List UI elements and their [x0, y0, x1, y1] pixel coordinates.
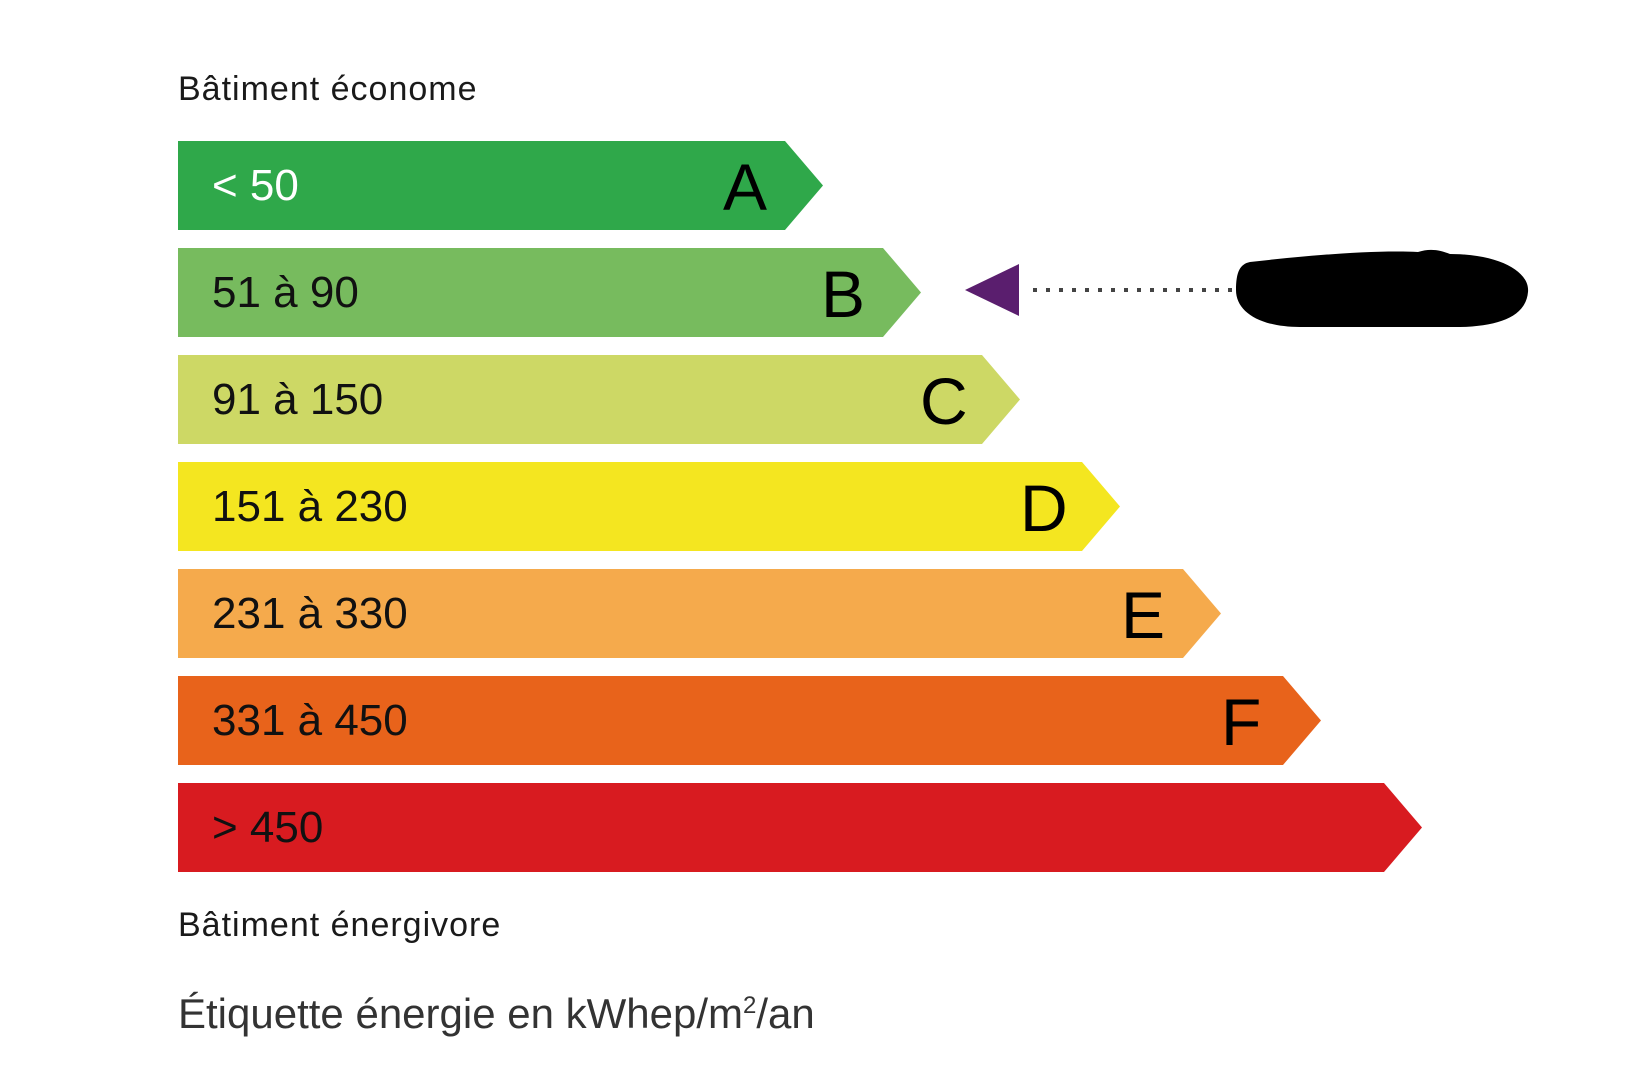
energy-class-d: 151 à 230 D [178, 462, 1120, 551]
energy-class-f: 331 à 450 F [178, 676, 1321, 765]
caption-sup: 2 [743, 992, 757, 1019]
top-label: Bâtiment économe [178, 70, 478, 108]
bar-shape [178, 783, 1422, 872]
energy-class-a: < 50 A [178, 141, 823, 230]
redaction-blob [1236, 249, 1529, 327]
caption-prefix: Étiquette énergie en kWhep/m [178, 990, 743, 1037]
class-range: 151 à 230 [212, 482, 408, 531]
energy-class-g: > 450 [178, 783, 1422, 872]
class-letter: B [821, 257, 866, 331]
class-letter: C [920, 364, 968, 438]
class-range: < 50 [212, 161, 299, 210]
bar-shape [178, 355, 1020, 444]
class-letter: D [1020, 471, 1068, 545]
caption-suffix: /an [756, 990, 815, 1037]
class-letter: E [1121, 578, 1166, 652]
class-range: 331 à 450 [212, 696, 408, 745]
class-range: > 450 [212, 803, 324, 852]
bar-shape [178, 676, 1321, 765]
class-range: 91 à 150 [212, 375, 384, 424]
bar-shape [178, 141, 823, 230]
class-letter: A [723, 150, 768, 224]
caption: Étiquette énergie en kWhep/m2/an [178, 990, 815, 1038]
bar-shape [178, 248, 921, 337]
class-letter: F [1221, 685, 1262, 759]
bar-shape [178, 462, 1120, 551]
energy-class-e: 231 à 330 E [178, 569, 1221, 658]
class-range: 51 à 90 [212, 268, 359, 317]
energy-class-b: 51 à 90 B [178, 248, 921, 337]
indicator-arrow-icon [965, 264, 1019, 316]
bottom-label: Bâtiment énergivore [178, 906, 502, 944]
energy-class-c: 91 à 150 C [178, 355, 1020, 444]
bar-shape [178, 569, 1221, 658]
class-range: 231 à 330 [212, 589, 408, 638]
